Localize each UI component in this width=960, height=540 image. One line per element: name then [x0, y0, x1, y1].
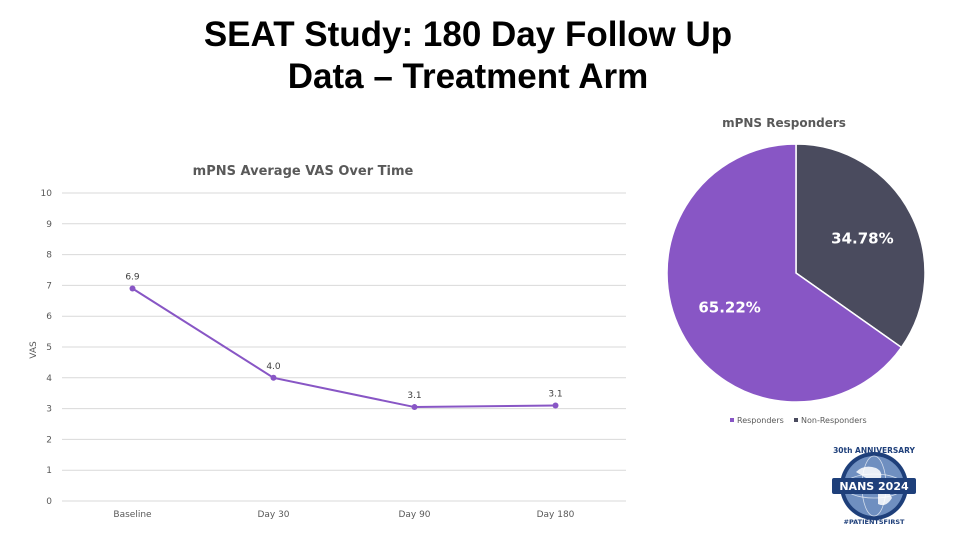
data-point — [270, 374, 277, 381]
x-tick-label: Baseline — [113, 510, 152, 520]
y-tick-label: 8 — [46, 251, 52, 261]
legend-label: Responders — [737, 416, 784, 425]
x-tick-label: Day 30 — [257, 510, 289, 520]
data-label: 3.1 — [407, 391, 421, 401]
pie-chart-title: mPNS Responders — [722, 116, 846, 130]
vas-line-chart-panel: mPNS Average VAS Over Time VAS 0 1 2 3 4 5 6 7 8… — [24, 150, 644, 530]
slide-title-line-1: SEAT Study: 180 Day Follow Up — [203, 15, 733, 54]
legend-swatch — [794, 418, 798, 422]
pie-slice-non-responders — [795, 143, 926, 349]
y-tick-label: 5 — [46, 343, 52, 353]
y-tick-label: 4 — [46, 374, 52, 384]
responders-pie-chart: mPNS Responders 65.22% 34.78% Responders N… — [666, 116, 926, 425]
vas-series-line — [131, 287, 556, 409]
pie-slice-responders — [666, 143, 903, 403]
legend-swatch — [730, 418, 734, 422]
nans-2024-logo: 30th ANNIVERSARY NANS 2024 #PATIENTSFIRS… — [826, 438, 922, 534]
data-point — [552, 402, 559, 409]
data-point — [129, 285, 136, 292]
vas-line-chart: mPNS Average VAS Over Time VAS 0 1 2 3 4 5 6 7 8… — [29, 164, 626, 520]
y-tick-label: 7 — [46, 281, 52, 291]
logo-main-text: NANS 2024 — [839, 480, 909, 493]
logo-anniversary-text: 30th ANNIVERSARY — [833, 446, 915, 455]
y-tick-label: 1 — [46, 466, 52, 476]
line-chart-title: mPNS Average VAS Over Time — [193, 164, 414, 179]
data-point — [411, 404, 418, 411]
pie-percent-label: 34.78% — [831, 230, 893, 248]
y-tick-label: 2 — [46, 435, 52, 445]
y-tick-label: 3 — [46, 405, 52, 415]
y-tick-label: 9 — [46, 220, 52, 230]
y-tick-label: 0 — [46, 497, 52, 507]
x-tick-label: Day 180 — [537, 510, 575, 520]
data-label: 3.1 — [548, 390, 562, 400]
y-tick-label: 10 — [41, 189, 53, 199]
x-tick-label: Day 90 — [398, 510, 430, 520]
y-tick-label: 6 — [46, 312, 52, 322]
pie-percent-label: 65.22% — [698, 298, 760, 316]
responders-pie-chart-panel: mPNS Responders 65.22% 34.78% Responders N… — [650, 108, 950, 438]
data-label: 4.0 — [266, 362, 281, 372]
legend-label: Non-Responders — [801, 416, 867, 425]
y-axis-title: VAS — [29, 341, 39, 359]
slide-title: SEAT Study: 180 Day Follow Up Data – Tre… — [0, 14, 936, 98]
data-label: 6.9 — [125, 272, 140, 282]
logo-hashtag-text: #PATIENTSFIRST — [844, 518, 906, 526]
slide-title-line-2: Data – Treatment Arm — [287, 57, 649, 96]
